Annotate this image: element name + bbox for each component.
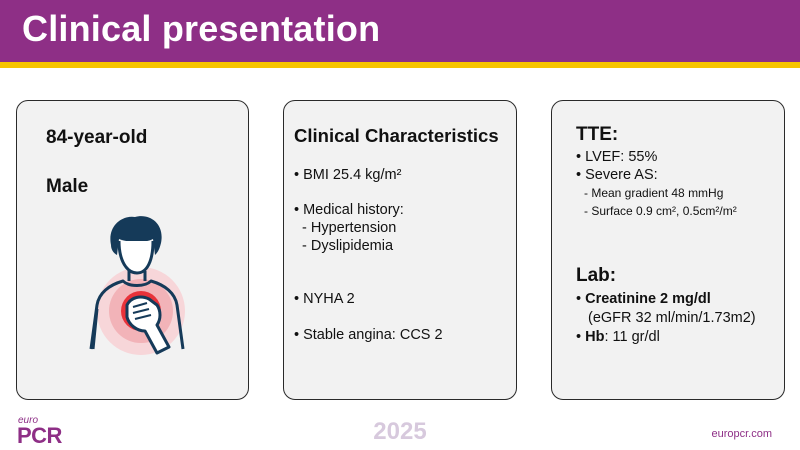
tte-lab-card: TTE: • LVEF: 55% • Severe AS: - Mean gra… — [551, 100, 785, 400]
gradient-item: - Mean gradient 48 mmHg — [584, 186, 724, 200]
header-stripe — [0, 62, 800, 68]
angina-item: • Stable angina: CCS 2 — [294, 327, 443, 343]
patient-sex: Male — [46, 176, 89, 197]
hb-item: • Hb: 11 gr/dl — [576, 329, 660, 345]
creatinine-item: • Creatinine 2 mg/dl — [576, 291, 711, 307]
hb-value: : 11 gr/dl — [604, 329, 660, 345]
header-bar — [0, 0, 800, 62]
clinical-card: Clinical Characteristics • BMI 25.4 kg/m… — [283, 100, 517, 400]
chest-pain-person-icon — [89, 216, 185, 355]
bmi-item: • BMI 25.4 kg/m² — [294, 167, 402, 183]
surface-item: - Surface 0.9 cm², 0.5cm²/m² — [584, 204, 737, 218]
nyha-item: • NYHA 2 — [294, 291, 355, 307]
patient-card: 84-year-old Male — [16, 100, 249, 400]
history-item: - Hypertension — [302, 220, 397, 236]
footer-url[interactable]: europcr.com — [711, 428, 772, 440]
europcr-logo-small: euro — [18, 415, 39, 426]
footer-year: 2025 — [373, 418, 427, 445]
history-item: - Dyslipidemia — [302, 238, 394, 254]
creatinine-bullet: • — [576, 291, 586, 307]
egfr-item: (eGFR 32 ml/min/1.73m2) — [588, 310, 756, 326]
history-label: • Medical history: — [294, 202, 404, 218]
europcr-logo: PCR — [17, 423, 62, 448]
tte-heading: TTE: — [576, 124, 619, 145]
lvef-item: • LVEF: 55% — [576, 149, 658, 165]
slide-title: Clinical presentation — [22, 8, 381, 49]
creatinine-value: Creatinine 2 mg/dl — [585, 291, 711, 307]
severe-as-item: • Severe AS: — [576, 167, 658, 183]
hb-bullet: • — [576, 329, 586, 345]
lab-heading: Lab: — [576, 265, 617, 286]
patient-age: 84-year-old — [46, 127, 148, 148]
clinical-heading: Clinical Characteristics — [294, 125, 499, 146]
hb-label: Hb — [585, 329, 605, 345]
